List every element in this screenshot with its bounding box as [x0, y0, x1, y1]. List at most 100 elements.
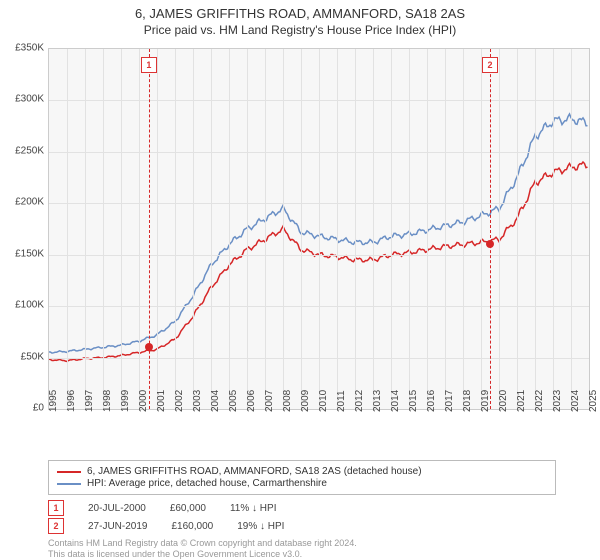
x-axis-label: 1996: [66, 390, 77, 412]
x-axis-label: 2004: [210, 390, 221, 412]
y-axis-label: £350K: [6, 43, 44, 54]
gridline-v: [571, 49, 572, 409]
gridline-v: [211, 49, 212, 409]
y-axis-label: £150K: [6, 248, 44, 259]
x-axis-label: 2000: [138, 390, 149, 412]
gridline-v: [229, 49, 230, 409]
y-axis-label: £100K: [6, 300, 44, 311]
x-axis-label: 2013: [372, 390, 383, 412]
title-subtitle: Price paid vs. HM Land Registry's House …: [0, 23, 600, 37]
x-axis-label: 2016: [426, 390, 437, 412]
x-axis-label: 2019: [480, 390, 491, 412]
x-axis-label: 1995: [48, 390, 59, 412]
gridline-v: [139, 49, 140, 409]
sale-dot: [486, 240, 494, 248]
x-axis-label: 2008: [282, 390, 293, 412]
gridline-v: [121, 49, 122, 409]
transactions-table: 1 20-JUL-2000 £60,000 11% ↓ HPI 2 27-JUN…: [48, 498, 284, 536]
x-axis-label: 2014: [390, 390, 401, 412]
x-axis-label: 2011: [336, 390, 347, 412]
legend: 6, JAMES GRIFFITHS ROAD, AMMANFORD, SA18…: [48, 460, 556, 495]
gridline-v: [373, 49, 374, 409]
y-axis-label: £250K: [6, 145, 44, 156]
x-axis-label: 2002: [174, 390, 185, 412]
gridline-v: [337, 49, 338, 409]
gridline-v: [67, 49, 68, 409]
footer-line2: This data is licensed under the Open Gov…: [48, 549, 357, 560]
gridline-v: [283, 49, 284, 409]
x-axis-label: 2003: [192, 390, 203, 412]
gridline-v: [553, 49, 554, 409]
gridline-v: [193, 49, 194, 409]
gridline-v: [355, 49, 356, 409]
gridline-v: [247, 49, 248, 409]
x-axis-label: 2015: [408, 390, 419, 412]
x-axis-label: 2020: [498, 390, 509, 412]
legend-row-hpi: HPI: Average price, detached house, Carm…: [57, 478, 547, 489]
gridline-v: [499, 49, 500, 409]
x-axis-label: 2021: [516, 390, 527, 412]
legend-label-hpi: HPI: Average price, detached house, Carm…: [87, 478, 327, 489]
trans-diff-2: 19% ↓ HPI: [237, 521, 284, 532]
chart-area: 12: [48, 48, 588, 428]
sale-vline: [149, 49, 150, 409]
x-axis-label: 2018: [462, 390, 473, 412]
footer: Contains HM Land Registry data © Crown c…: [48, 538, 357, 560]
y-axis-label: £50K: [6, 351, 44, 362]
trans-date-2: 27-JUN-2019: [88, 521, 147, 532]
x-axis-label: 1998: [102, 390, 113, 412]
gridline-v: [409, 49, 410, 409]
gridline-v: [85, 49, 86, 409]
gridline-v: [265, 49, 266, 409]
plot: 12: [48, 48, 590, 410]
gridline-v: [427, 49, 428, 409]
y-axis-label: £300K: [6, 94, 44, 105]
trans-diff-1: 11% ↓ HPI: [230, 503, 277, 514]
x-axis-label: 2007: [264, 390, 275, 412]
trans-marker-1: 1: [48, 500, 64, 516]
x-axis-label: 2009: [300, 390, 311, 412]
gridline-v: [301, 49, 302, 409]
legend-label-property: 6, JAMES GRIFFITHS ROAD, AMMANFORD, SA18…: [87, 466, 422, 477]
x-axis-label: 2006: [246, 390, 257, 412]
trans-date-1: 20-JUL-2000: [88, 503, 146, 514]
title-address: 6, JAMES GRIFFITHS ROAD, AMMANFORD, SA18…: [0, 6, 600, 21]
x-axis-label: 2017: [444, 390, 455, 412]
gridline-v: [319, 49, 320, 409]
table-row: 2 27-JUN-2019 £160,000 19% ↓ HPI: [48, 518, 284, 534]
sale-marker-box: 1: [141, 57, 157, 73]
x-axis-label: 1999: [120, 390, 131, 412]
table-row: 1 20-JUL-2000 £60,000 11% ↓ HPI: [48, 500, 284, 516]
gridline-v: [157, 49, 158, 409]
legend-swatch-hpi: [57, 483, 81, 485]
trans-price-2: £160,000: [171, 521, 213, 532]
x-axis-label: 2025: [588, 390, 599, 412]
gridline-v: [463, 49, 464, 409]
gridline-v: [481, 49, 482, 409]
chart-container: 6, JAMES GRIFFITHS ROAD, AMMANFORD, SA18…: [0, 0, 600, 560]
sale-marker-box: 2: [482, 57, 498, 73]
x-axis-label: 2024: [570, 390, 581, 412]
sale-dot: [145, 343, 153, 351]
gridline-v: [103, 49, 104, 409]
gridline-v: [445, 49, 446, 409]
footer-line1: Contains HM Land Registry data © Crown c…: [48, 538, 357, 549]
trans-marker-2: 2: [48, 518, 64, 534]
legend-row-property: 6, JAMES GRIFFITHS ROAD, AMMANFORD, SA18…: [57, 466, 547, 477]
y-axis-label: £200K: [6, 197, 44, 208]
x-axis-label: 2001: [156, 390, 167, 412]
gridline-v: [175, 49, 176, 409]
sale-vline: [490, 49, 491, 409]
gridline-v: [517, 49, 518, 409]
x-axis-label: 2010: [318, 390, 329, 412]
title-area: 6, JAMES GRIFFITHS ROAD, AMMANFORD, SA18…: [0, 0, 600, 37]
legend-swatch-property: [57, 471, 81, 473]
x-axis-label: 2023: [552, 390, 563, 412]
x-axis-label: 2012: [354, 390, 365, 412]
gridline-v: [535, 49, 536, 409]
y-axis-label: £0: [6, 403, 44, 414]
x-axis-label: 1997: [84, 390, 95, 412]
x-axis-label: 2022: [534, 390, 545, 412]
x-axis-label: 2005: [228, 390, 239, 412]
trans-price-1: £60,000: [170, 503, 206, 514]
